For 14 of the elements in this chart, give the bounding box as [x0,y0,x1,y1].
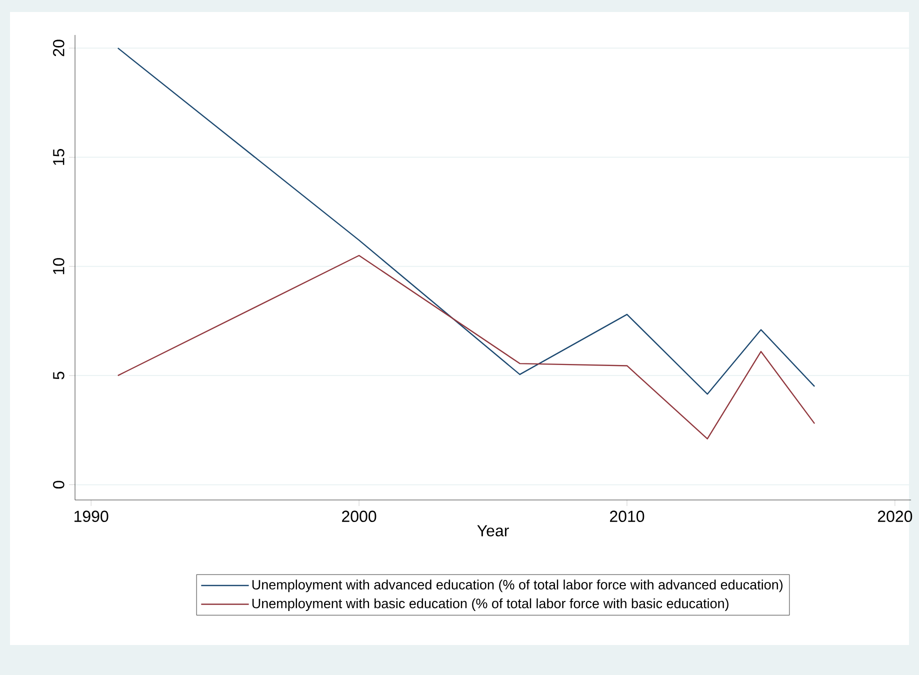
x-tick-label: 2020 [878,510,912,522]
line-series [117,47,816,395]
x-tick-label: 2010 [610,510,644,522]
y-tick-label: 10 [53,258,64,274]
y-tick-label: 20 [53,40,64,56]
legend-label: Unemployment with basic education (% of total labor force with basic education) [252,598,728,611]
y-tick-label: 5 [53,372,64,380]
legend-label: Unemployment with advanced education (% of total labor force with advanced education) [252,580,783,592]
x-tick-label: 2000 [342,510,376,522]
x-tick-label: 1990 [74,510,108,522]
y-tick-label: 15 [53,149,64,165]
x-axis-title: Year [477,525,509,536]
y-tick-label: 0 [53,480,64,489]
line-series [117,254,816,440]
